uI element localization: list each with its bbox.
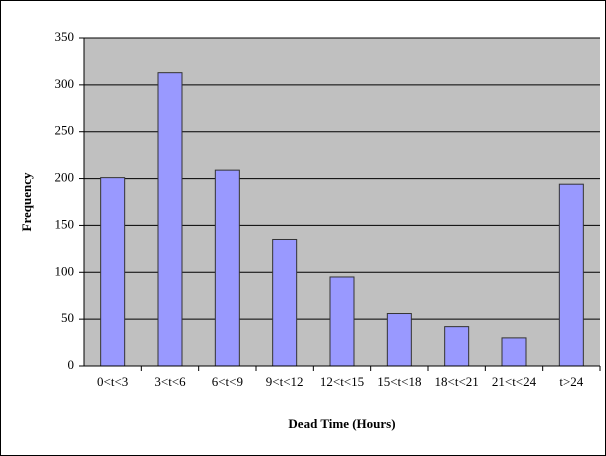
bar [100,177,126,367]
y-tick-label: 300 [55,76,75,91]
bar [444,326,470,367]
x-tick-label: 3<t<6 [154,374,186,389]
y-tick-label: 0 [68,357,75,372]
x-tick-label: 9<t<12 [266,374,304,389]
bar [214,169,240,367]
bar [157,72,183,367]
x-tick-label: 15<t<18 [377,374,421,389]
bar [386,313,412,367]
y-tick-label: 150 [55,216,75,231]
bar [272,238,298,367]
y-tick-label: 250 [55,123,75,138]
bar [329,276,355,367]
x-tick-label: 21<t<24 [492,374,537,389]
y-tick-label: 100 [55,263,75,278]
y-tick-label: 350 [55,29,75,44]
bar [501,337,527,367]
y-tick-label: 50 [61,310,74,325]
x-tick-label: 18<t<21 [435,374,479,389]
x-axis-title: Dead Time (Hours) [288,416,395,431]
x-tick-label: t>24 [559,374,583,389]
y-axis-title: Frequency [19,172,34,231]
x-tick-label: 0<t<3 [97,374,128,389]
x-tick-label: 12<t<15 [320,374,364,389]
bar [558,183,584,367]
y-tick-label: 200 [55,170,75,185]
x-tick-label: 6<t<9 [212,374,243,389]
